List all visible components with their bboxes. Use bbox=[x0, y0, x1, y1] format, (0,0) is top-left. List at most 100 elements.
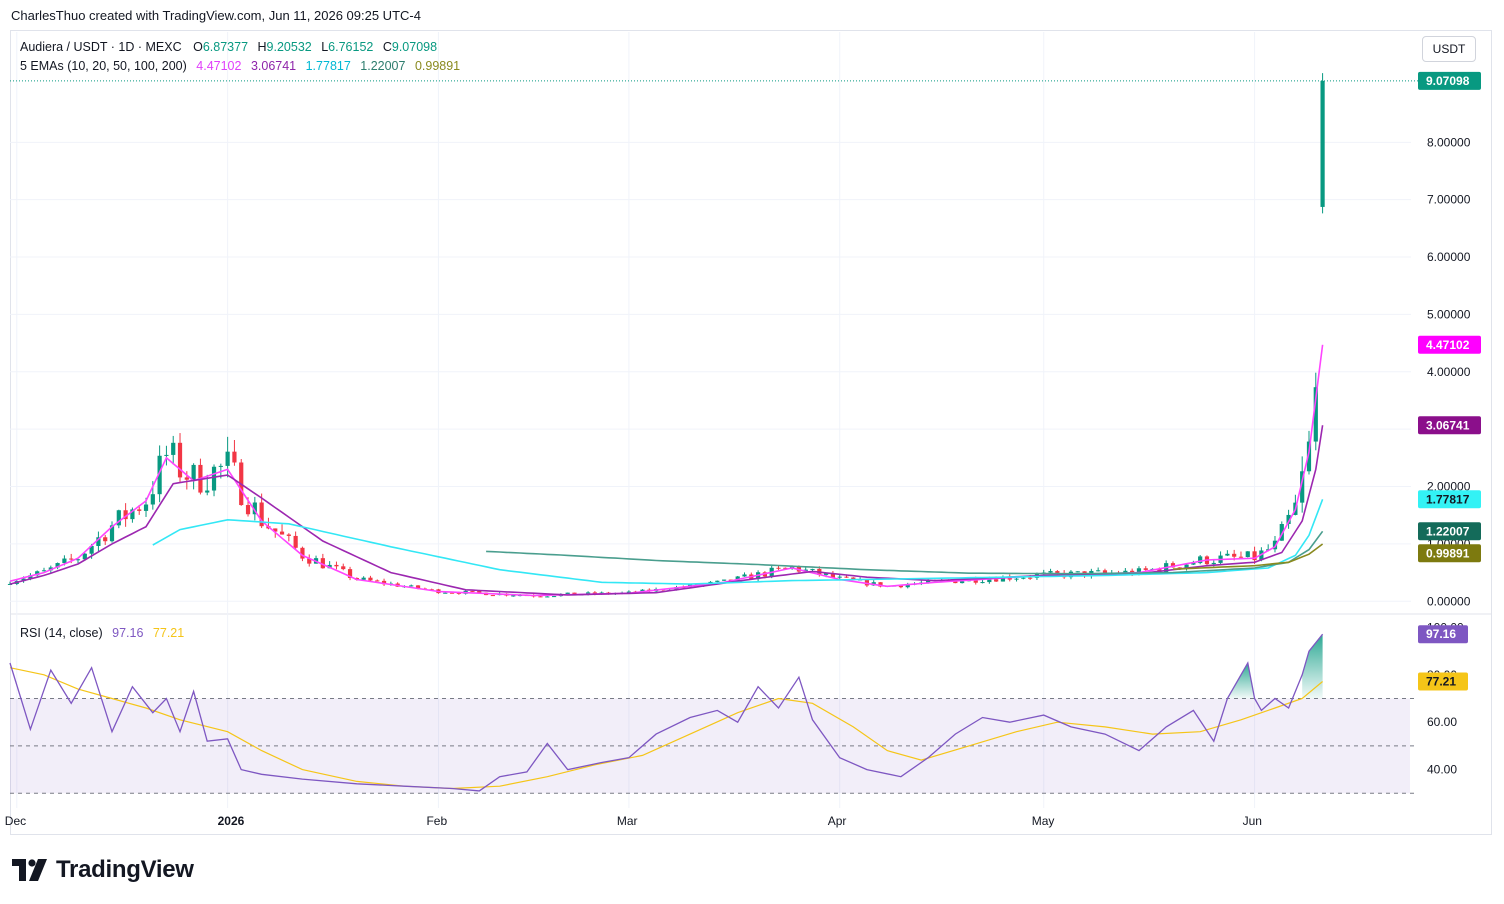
ema-price-tag-2-bg bbox=[1418, 416, 1481, 435]
candle-body bbox=[449, 592, 455, 594]
tradingview-logo-icon bbox=[12, 859, 47, 881]
candle-body bbox=[973, 578, 978, 583]
candle-body bbox=[551, 596, 557, 598]
candle-body bbox=[279, 531, 285, 535]
candle-body bbox=[926, 580, 931, 583]
candle-body bbox=[511, 595, 516, 597]
candle-body bbox=[103, 537, 108, 542]
candle-body bbox=[62, 558, 67, 564]
price-axis-label: 7.00000 bbox=[1427, 193, 1471, 207]
ema-line-2[interactable] bbox=[9, 425, 1324, 596]
candle-body bbox=[1286, 514, 1291, 525]
candle-body bbox=[844, 576, 849, 578]
candle-body bbox=[783, 567, 788, 569]
candle-body bbox=[211, 466, 217, 491]
last-price-tag: 9.07098 bbox=[1426, 74, 1470, 88]
candle-body bbox=[1184, 564, 1189, 569]
candle-body bbox=[1055, 571, 1060, 573]
candle-body bbox=[300, 547, 305, 559]
candle-body bbox=[1252, 551, 1257, 561]
symbol-title[interactable]: Audiera / USDT · 1D · MEXC bbox=[20, 40, 182, 54]
high-label: H bbox=[257, 40, 267, 54]
candle-body bbox=[252, 502, 257, 515]
tradingview-logo-text: TradingView bbox=[56, 856, 194, 883]
candle-body bbox=[184, 477, 189, 480]
candle-body bbox=[960, 581, 965, 584]
ema-price-tag-1-bg bbox=[1418, 335, 1481, 354]
candle-body bbox=[545, 596, 550, 598]
candle-body bbox=[810, 568, 815, 570]
candle-body bbox=[1238, 556, 1244, 558]
candle-body bbox=[293, 535, 298, 548]
candle-body bbox=[375, 580, 380, 582]
close-label: C bbox=[382, 40, 392, 54]
rsi-title[interactable]: RSI (14, close) bbox=[20, 626, 103, 640]
candle-body bbox=[626, 591, 631, 593]
candle-body bbox=[1000, 576, 1006, 582]
rsi-overbought-fill bbox=[1227, 663, 1255, 699]
candle-body bbox=[109, 525, 115, 542]
candle-body bbox=[565, 592, 570, 595]
rsi-overbought-fill bbox=[1302, 634, 1323, 699]
candle-body bbox=[143, 504, 149, 511]
ema-title[interactable]: 5 EMAs (10, 20, 50, 100, 200) bbox=[20, 59, 187, 73]
rsi-value-tag-bg bbox=[1418, 625, 1468, 644]
rsi-value-tag: 97.16 bbox=[1426, 627, 1456, 641]
rsi-line[interactable] bbox=[9, 633, 1324, 792]
ema-line-1[interactable] bbox=[9, 344, 1324, 597]
ema50-value: 1.77817 bbox=[305, 59, 351, 73]
candle-body bbox=[41, 570, 47, 572]
candle-body bbox=[538, 596, 543, 598]
ema-price-tag-3: 1.77817 bbox=[1426, 492, 1470, 506]
ema-line-5[interactable] bbox=[1172, 543, 1324, 570]
ema100-value: 1.22007 bbox=[360, 59, 406, 73]
ema-line-4[interactable] bbox=[486, 530, 1324, 575]
ema-price-tag-5: 0.99891 bbox=[1426, 546, 1470, 560]
time-axis-label: Feb bbox=[426, 814, 447, 828]
symbol-legend: Audiera / USDT · 1D · MEXC O6.87377 H9.2… bbox=[20, 40, 437, 54]
time-axis-label: Jun bbox=[1243, 814, 1262, 828]
ema10-value: 4.47102 bbox=[196, 59, 242, 73]
candle-body bbox=[790, 566, 795, 568]
time-axis-label: Mar bbox=[617, 814, 638, 828]
time-axis-label: 2026 bbox=[218, 814, 245, 828]
candle-body bbox=[28, 575, 33, 579]
candle-body bbox=[851, 577, 856, 580]
time-axis-label: Dec bbox=[5, 814, 26, 828]
candle-body bbox=[334, 564, 339, 567]
candle-body bbox=[1300, 471, 1305, 503]
candle-body bbox=[75, 559, 81, 561]
tradingview-logo[interactable]: TradingView bbox=[12, 856, 194, 884]
candle-body bbox=[381, 580, 387, 585]
candle-body bbox=[55, 563, 60, 568]
candle-body bbox=[116, 510, 121, 526]
candle-body bbox=[82, 553, 87, 560]
candle-body bbox=[1191, 563, 1196, 565]
currency-unit-button[interactable]: USDT bbox=[1422, 36, 1476, 62]
candle-body bbox=[994, 579, 999, 582]
candle-body bbox=[1313, 387, 1318, 442]
candle-body bbox=[361, 577, 366, 580]
candle-body bbox=[456, 592, 461, 594]
candle-body bbox=[177, 442, 183, 478]
candle-body bbox=[409, 585, 414, 587]
ema-line-3[interactable] bbox=[152, 499, 1324, 585]
candle-body bbox=[89, 545, 94, 554]
candle-body bbox=[1028, 577, 1033, 579]
candle-body bbox=[69, 558, 74, 560]
candle-body bbox=[824, 573, 829, 575]
candle-body bbox=[477, 591, 482, 593]
candle-body bbox=[776, 567, 781, 569]
last-price-tag-bg bbox=[1418, 71, 1481, 90]
candle-body bbox=[7, 583, 13, 585]
candle-body bbox=[1198, 556, 1203, 564]
candle-body bbox=[1143, 568, 1148, 570]
candle-body bbox=[286, 534, 291, 536]
candle-body bbox=[592, 592, 597, 595]
rsi-ma-line[interactable] bbox=[9, 667, 1323, 790]
candle-body bbox=[150, 494, 155, 505]
time-axis-label: May bbox=[1032, 814, 1055, 828]
ema-price-tag-1: 4.47102 bbox=[1426, 338, 1470, 352]
rsi-ma-value-tag: 77.21 bbox=[1426, 674, 1456, 688]
